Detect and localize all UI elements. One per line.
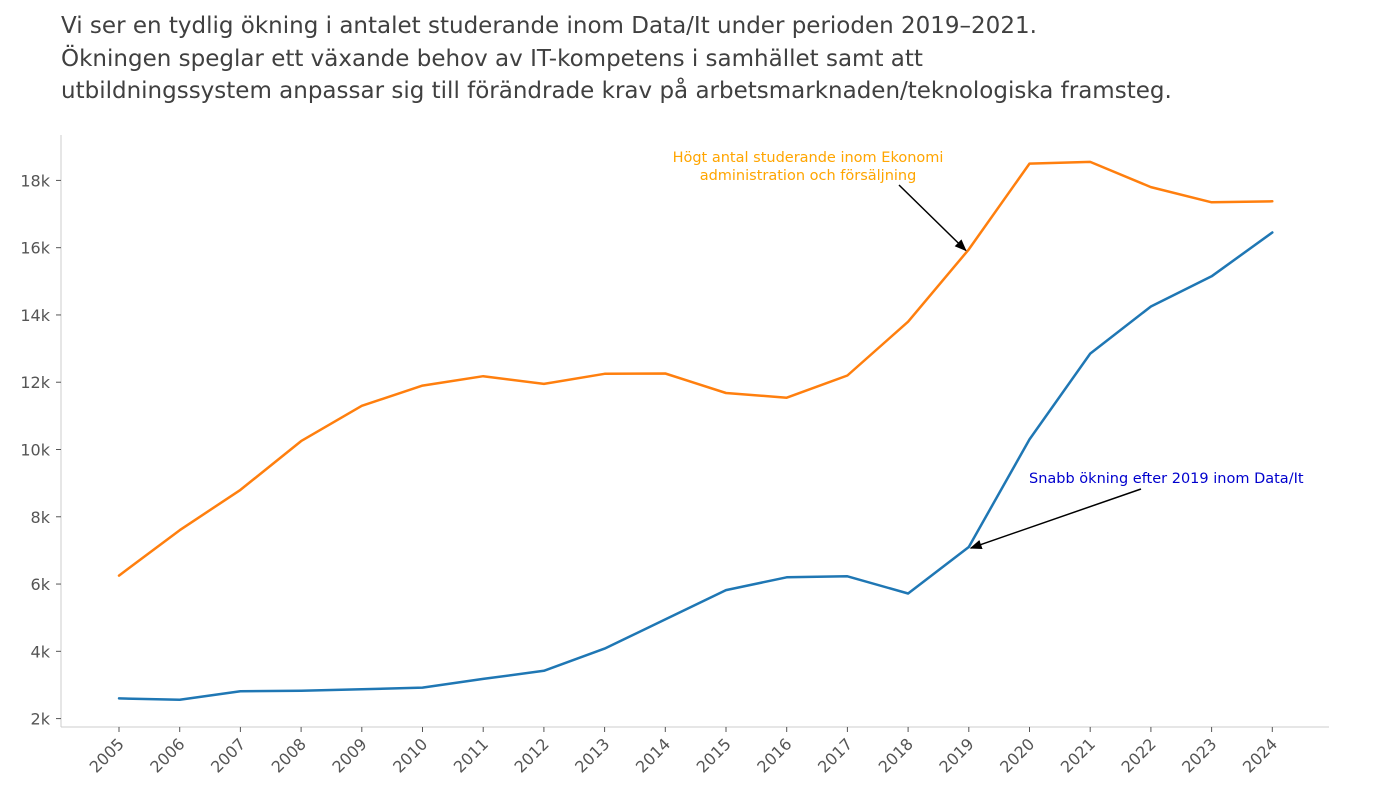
- x-tick-label: 2020: [996, 734, 1038, 776]
- annotation-text-line: Snabb ökning efter 2019 inom Data/It: [1029, 471, 1304, 487]
- x-tick-label: 2019: [935, 734, 977, 776]
- y-tick-label: 6k: [31, 575, 51, 594]
- title-line-3: utbildningssystem anpassar sig till förä…: [61, 78, 1172, 104]
- x-tick-label: 2023: [1178, 734, 1220, 776]
- annotation-arrow-1: [898, 184, 967, 252]
- x-tick-label: 2011: [450, 734, 492, 776]
- series-line-1: [117, 160, 1274, 577]
- x-tick-label: 2018: [875, 734, 917, 776]
- x-tick-label: 2013: [571, 734, 613, 776]
- x-tick-label: 2010: [389, 734, 431, 776]
- y-tick-label: 10k: [20, 441, 50, 460]
- x-tick-label: 2009: [328, 734, 370, 776]
- series-layer: [117, 160, 1274, 702]
- x-tick-label: 2022: [1118, 734, 1160, 776]
- title-line-1: Vi ser en tydlig ökning i antalet studer…: [61, 13, 1037, 39]
- x-tick-label: 2007: [207, 734, 249, 776]
- x-tick-label: 2015: [693, 734, 735, 776]
- series-line-2: [117, 231, 1274, 702]
- annotation-text-line: Högt antal studerande inom Ekonomi: [673, 150, 944, 166]
- x-tick-label: 2021: [1057, 734, 1099, 776]
- x-tick-label: 2005: [86, 734, 128, 776]
- axes: 2k 4k 6k 8k 10k 12k 14k 16k 18k 2005 2006 2007 2008 2…: [20, 135, 1329, 777]
- annotation-text-2: Snabb ökning efter 2019 inom Data/It: [1029, 471, 1304, 487]
- title-line-2: Ökningen speglar ett växande behov av IT…: [61, 45, 923, 72]
- y-tick-label: 14k: [20, 306, 50, 325]
- annotation-layer: Högt antal studerande inom Ekonomi admini…: [673, 150, 1304, 550]
- y-tick-label: 12k: [20, 373, 50, 392]
- annotation-text-line: administration och försäljning: [700, 168, 917, 184]
- x-tick-label: 2008: [268, 734, 310, 776]
- x-tick-label: 2017: [814, 734, 856, 776]
- y-tick-label: 2k: [31, 710, 51, 729]
- y-tick-label: 18k: [20, 171, 50, 190]
- annotation-arrow-2: [969, 488, 1142, 550]
- annotation-text-1: Högt antal studerande inom Ekonomi admini…: [673, 150, 944, 184]
- x-tick-label: 2012: [511, 734, 553, 776]
- y-tick-label: 16k: [20, 239, 50, 258]
- y-tick-label: 4k: [31, 642, 51, 661]
- x-tick-label: 2006: [146, 734, 188, 776]
- x-tick-label: 2024: [1239, 734, 1281, 776]
- y-tick-label: 8k: [31, 508, 51, 527]
- chart-title: Vi ser en tydlig ökning i antalet studer…: [61, 10, 1361, 108]
- x-tick-label: 2016: [753, 734, 795, 776]
- x-tick-label: 2014: [632, 734, 674, 776]
